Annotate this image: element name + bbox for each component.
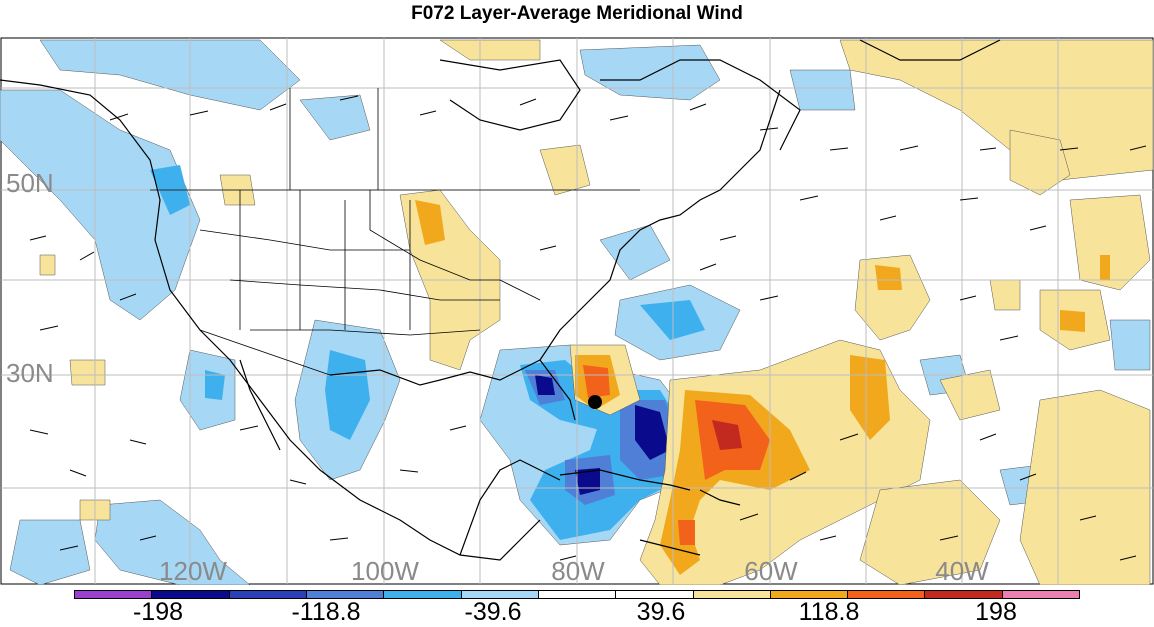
colorbar-swatch	[229, 591, 307, 598]
colorbar-swatch	[75, 591, 153, 598]
colorbar-swatch	[152, 591, 230, 598]
storm-center-marker	[588, 395, 602, 409]
colorbar-label-pos-39: 39.6	[636, 598, 686, 626]
colorbar-label-neg-118: -118.8	[291, 598, 361, 626]
wind-barbs	[29, 95, 1147, 561]
colorbar-swatch	[616, 591, 694, 598]
colorbar-label-neg-198: -198	[132, 598, 184, 626]
lon-label-120w: 120W	[159, 556, 227, 586]
colorbar-swatch	[384, 591, 462, 598]
lat-label-30n: 30N	[6, 358, 54, 388]
colorbar-swatch	[925, 591, 1003, 598]
political-borders	[150, 88, 640, 376]
lon-label-100w: 100W	[351, 556, 419, 586]
lon-label-80w: 80W	[551, 556, 605, 586]
colorbar-swatch	[848, 591, 926, 598]
wind-map	[0, 37, 1154, 585]
colorbar-swatch	[306, 591, 385, 598]
coastlines	[0, 39, 1001, 561]
colorbar	[74, 590, 1080, 599]
colorbar-label-pos-198: 198	[975, 598, 1017, 626]
colorbar-swatch	[538, 591, 617, 598]
positive-shading-max	[712, 420, 742, 450]
negative-shading-max	[535, 375, 670, 495]
positive-shading-mid	[415, 200, 1110, 575]
colorbar-label-neg-39: -39.6	[464, 598, 522, 626]
lat-lon-grid	[1, 38, 1153, 584]
colorbar-label-pos-118: 118.8	[798, 598, 860, 626]
lon-label-60w: 60W	[744, 556, 798, 586]
colorbar-swatch	[1002, 591, 1080, 598]
map-title: F072 Layer-Average Meridional Wind	[411, 3, 743, 24]
lon-label-40w: 40W	[935, 556, 989, 586]
lat-label-50n: 50N	[6, 168, 54, 198]
colorbar-swatch	[461, 591, 539, 598]
colorbar-swatch	[693, 591, 771, 598]
colorbar-swatch	[770, 591, 849, 598]
